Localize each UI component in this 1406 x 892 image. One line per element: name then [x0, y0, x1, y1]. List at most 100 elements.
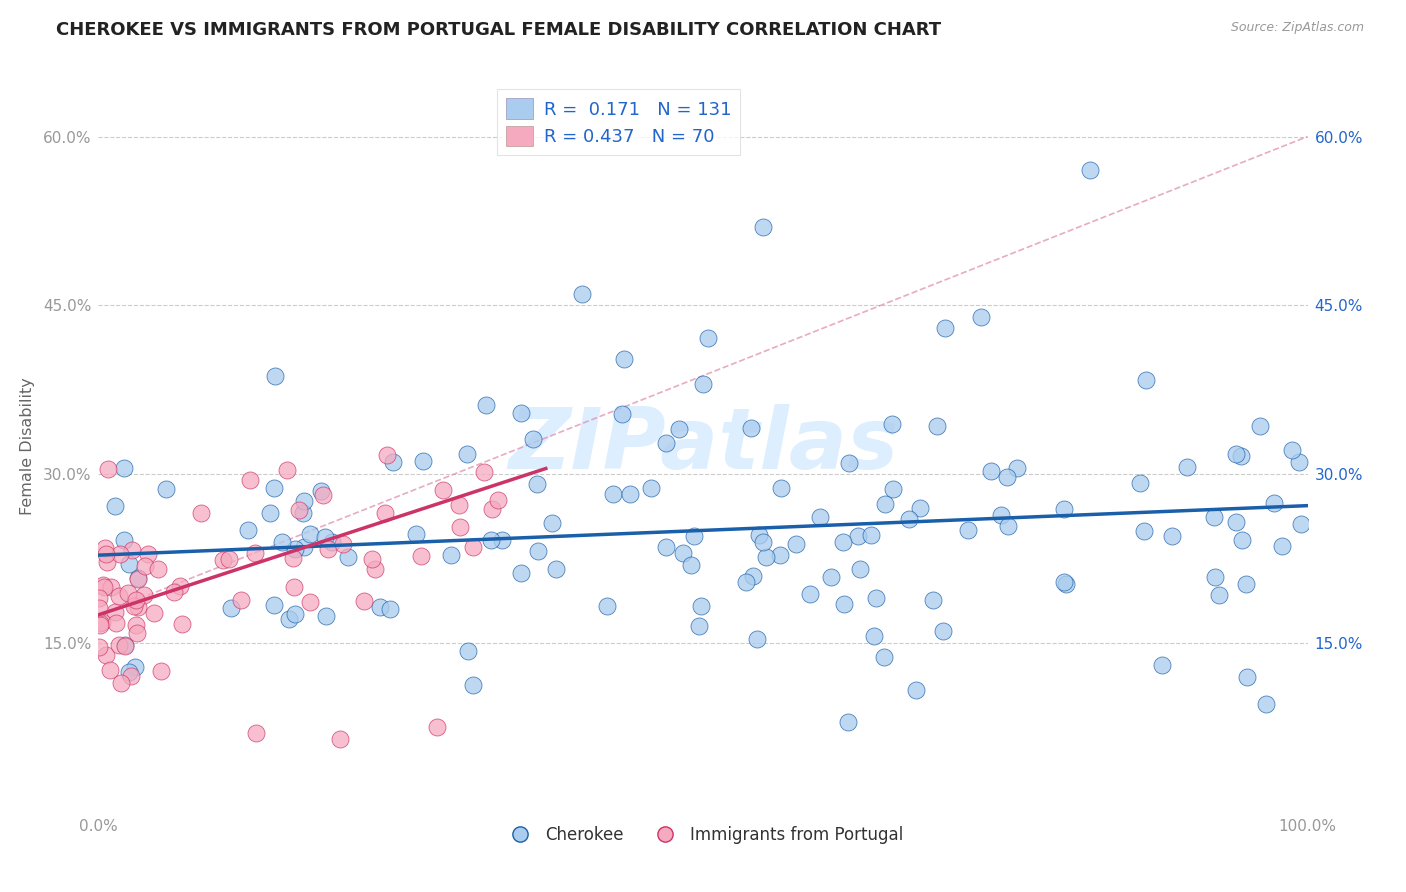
Point — [412, 454, 434, 468]
Point — [742, 569, 765, 583]
Point — [860, 528, 883, 542]
Point — [112, 460, 135, 475]
Point — [748, 528, 770, 542]
Point — [838, 456, 860, 470]
Point — [1005, 460, 1028, 475]
Point — [114, 639, 136, 653]
Text: CHEROKEE VS IMMIGRANTS FROM PORTUGAL FEMALE DISABILITY CORRELATION CHART: CHEROKEE VS IMMIGRANTS FROM PORTUGAL FEM… — [56, 21, 942, 38]
Point — [1271, 539, 1294, 553]
Point — [170, 617, 193, 632]
Point — [127, 571, 149, 585]
Point — [752, 535, 775, 549]
Point — [373, 506, 395, 520]
Point — [785, 536, 807, 550]
Point — [150, 664, 173, 678]
Point — [87, 640, 110, 654]
Point — [426, 720, 449, 734]
Point — [1234, 576, 1257, 591]
Point — [619, 487, 641, 501]
Point — [118, 558, 141, 572]
Point — [353, 594, 375, 608]
Point — [1054, 577, 1077, 591]
Point — [318, 541, 340, 556]
Point — [169, 579, 191, 593]
Point — [284, 541, 307, 556]
Point — [934, 321, 956, 335]
Point — [688, 619, 710, 633]
Point — [155, 482, 177, 496]
Point — [957, 524, 980, 538]
Point — [875, 497, 897, 511]
Point — [112, 533, 135, 547]
Point — [91, 615, 114, 630]
Point — [127, 600, 149, 615]
Point — [218, 552, 240, 566]
Point — [613, 351, 636, 366]
Point — [108, 638, 131, 652]
Point — [980, 464, 1002, 478]
Point — [1053, 574, 1076, 589]
Point — [602, 487, 624, 501]
Point — [769, 548, 792, 562]
Point — [368, 600, 391, 615]
Point — [96, 648, 118, 662]
Point — [98, 663, 121, 677]
Point — [117, 586, 139, 600]
Point — [1289, 517, 1312, 532]
Point — [329, 731, 352, 746]
Point — [381, 455, 404, 469]
Point — [882, 482, 904, 496]
Point — [932, 624, 955, 638]
Point — [283, 580, 305, 594]
Point — [110, 547, 132, 561]
Point — [1236, 670, 1258, 684]
Point — [163, 585, 186, 599]
Point — [679, 558, 702, 572]
Point — [882, 417, 904, 431]
Point — [655, 541, 678, 555]
Point — [121, 542, 143, 557]
Point — [259, 506, 281, 520]
Point — [314, 530, 336, 544]
Point — [692, 377, 714, 392]
Point — [970, 310, 993, 324]
Point — [1225, 447, 1247, 461]
Point — [820, 570, 842, 584]
Point — [1202, 510, 1225, 524]
Point — [360, 552, 382, 566]
Point — [571, 287, 593, 301]
Point — [690, 599, 713, 613]
Point — [97, 461, 120, 475]
Point — [321, 535, 343, 549]
Point — [865, 591, 887, 605]
Point — [315, 609, 337, 624]
Point — [236, 524, 259, 538]
Point — [294, 494, 316, 508]
Point — [312, 488, 335, 502]
Point — [1204, 570, 1226, 584]
Point — [846, 528, 869, 542]
Point — [245, 726, 267, 740]
Point — [672, 546, 695, 560]
Point — [1254, 697, 1277, 711]
Point — [87, 600, 110, 615]
Point — [1152, 658, 1174, 673]
Point — [461, 540, 484, 554]
Point — [89, 617, 111, 632]
Point — [546, 562, 568, 576]
Point — [1288, 454, 1310, 468]
Point — [299, 595, 322, 609]
Point — [146, 562, 169, 576]
Point — [364, 561, 387, 575]
Point — [527, 544, 550, 558]
Point — [457, 644, 479, 658]
Point — [752, 219, 775, 234]
Point — [127, 572, 149, 586]
Point — [1133, 524, 1156, 539]
Point — [755, 550, 778, 565]
Point — [409, 549, 432, 564]
Point — [863, 629, 886, 643]
Point — [440, 549, 463, 563]
Point — [190, 507, 212, 521]
Point — [997, 519, 1019, 533]
